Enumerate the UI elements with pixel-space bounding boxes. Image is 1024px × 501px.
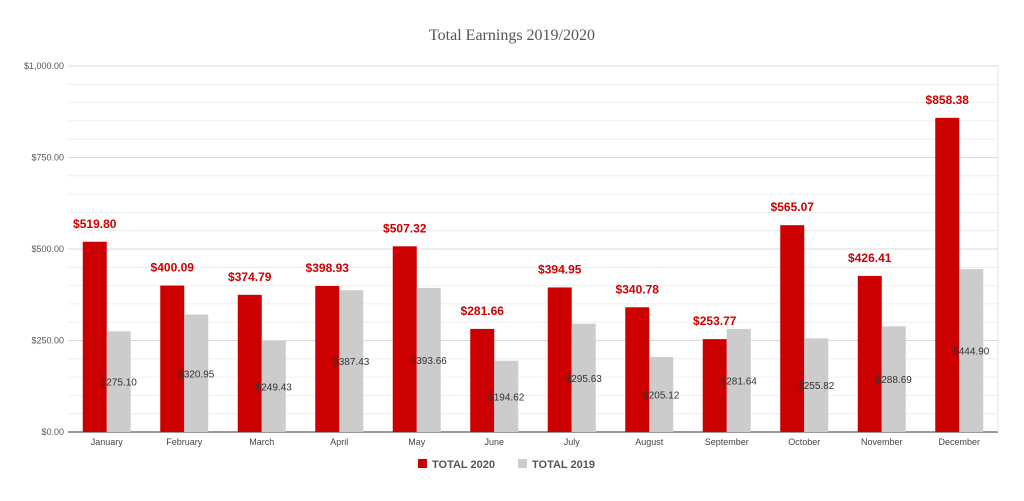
data-label-2020: $253.77 [693,314,737,328]
bar-2019 [106,331,131,432]
bar-2019 [494,360,519,432]
x-tick-label: August [635,437,664,447]
data-label-2019: $288.69 [876,375,913,386]
data-label-2020: $281.66 [461,304,505,318]
x-tick-label: November [861,437,903,447]
bar-2020 [780,225,805,432]
x-tick-label: October [788,437,820,447]
x-tick-label: April [330,437,348,447]
data-label-2019: $444.90 [953,347,990,358]
data-label-2019: $275.10 [101,378,138,389]
data-label-2020: $858.38 [926,93,970,107]
legend-label: TOTAL 2019 [532,459,595,471]
data-label-2019: $393.66 [411,356,448,367]
bar-2020 [702,339,727,432]
data-label-2020: $374.79 [228,270,272,284]
x-tick-label: February [166,437,203,447]
data-label-2020: $426.41 [848,251,892,265]
bar-2019 [416,287,441,432]
bar-2019 [649,356,674,432]
bar-2019 [726,328,751,432]
x-tick-label: May [408,437,426,447]
y-tick-label: $250.00 [31,336,64,346]
y-tick-label: $750.00 [31,153,64,163]
y-tick-label: $1,000.00 [24,61,64,71]
bar-2019 [804,338,829,432]
y-axis: $0.00 $250.00 $500.00 $750.00 $1,000.00 [24,61,64,437]
data-label-2019: $255.82 [798,381,835,392]
bar-2020 [392,246,417,432]
chart-title: Total Earnings 2019/2020 [429,27,595,44]
bar-2020 [315,285,340,432]
bar-2019 [959,269,984,432]
legend-swatch [518,459,527,468]
data-label-2020: $340.78 [616,282,660,296]
data-label-2019: $295.63 [566,374,603,385]
bar-2019 [571,323,596,432]
data-label-2019: $320.95 [178,369,215,380]
x-tick-label: June [484,437,504,447]
bar-2019 [261,340,286,432]
data-label-2020: $394.95 [538,262,582,276]
bar-2020 [625,307,650,432]
bars [82,117,984,432]
data-label-2020: $400.09 [151,261,195,275]
x-tick-label: March [249,437,274,447]
legend-item[interactable]: TOTAL 2020 [418,459,495,471]
bar-2020 [160,285,185,432]
data-label-2020: $398.93 [306,261,350,275]
y-tick-label: $0.00 [41,427,64,437]
data-label-2019: $205.12 [643,390,680,401]
bar-2020 [470,328,495,432]
bar-2019 [881,326,906,432]
bar-2019 [339,290,364,432]
x-tick-label: January [91,437,124,447]
bar-2020 [857,275,882,432]
data-label-2020: $565.07 [771,200,815,214]
bar-2020 [237,294,262,432]
data-label-2019: $249.43 [256,382,293,393]
y-tick-label: $500.00 [31,244,64,254]
gridlines [68,65,999,433]
data-label-2020: $507.32 [383,221,427,235]
x-axis: January February March April May June July Augu… [91,437,980,447]
data-labels: $519.80 $275.10 $400.09 $320.95 $374.79 $249.… [73,93,990,404]
bar-2020 [935,117,960,432]
x-tick-label: July [564,437,581,447]
data-label-2019: $387.43 [333,357,370,368]
legend[interactable]: TOTAL 2020 TOTAL 2019 [418,459,595,471]
bar-2020 [547,287,572,432]
x-tick-label: December [938,437,980,447]
x-tick-label: September [705,437,749,447]
data-label-2019: $281.64 [721,376,758,387]
legend-label: TOTAL 2020 [432,459,495,471]
data-label-2019: $194.62 [488,392,525,403]
data-label-2020: $519.80 [73,217,117,231]
legend-swatch [418,459,427,468]
bar-2020 [82,241,107,432]
bar-2019 [184,314,209,432]
legend-item[interactable]: TOTAL 2019 [518,459,595,471]
